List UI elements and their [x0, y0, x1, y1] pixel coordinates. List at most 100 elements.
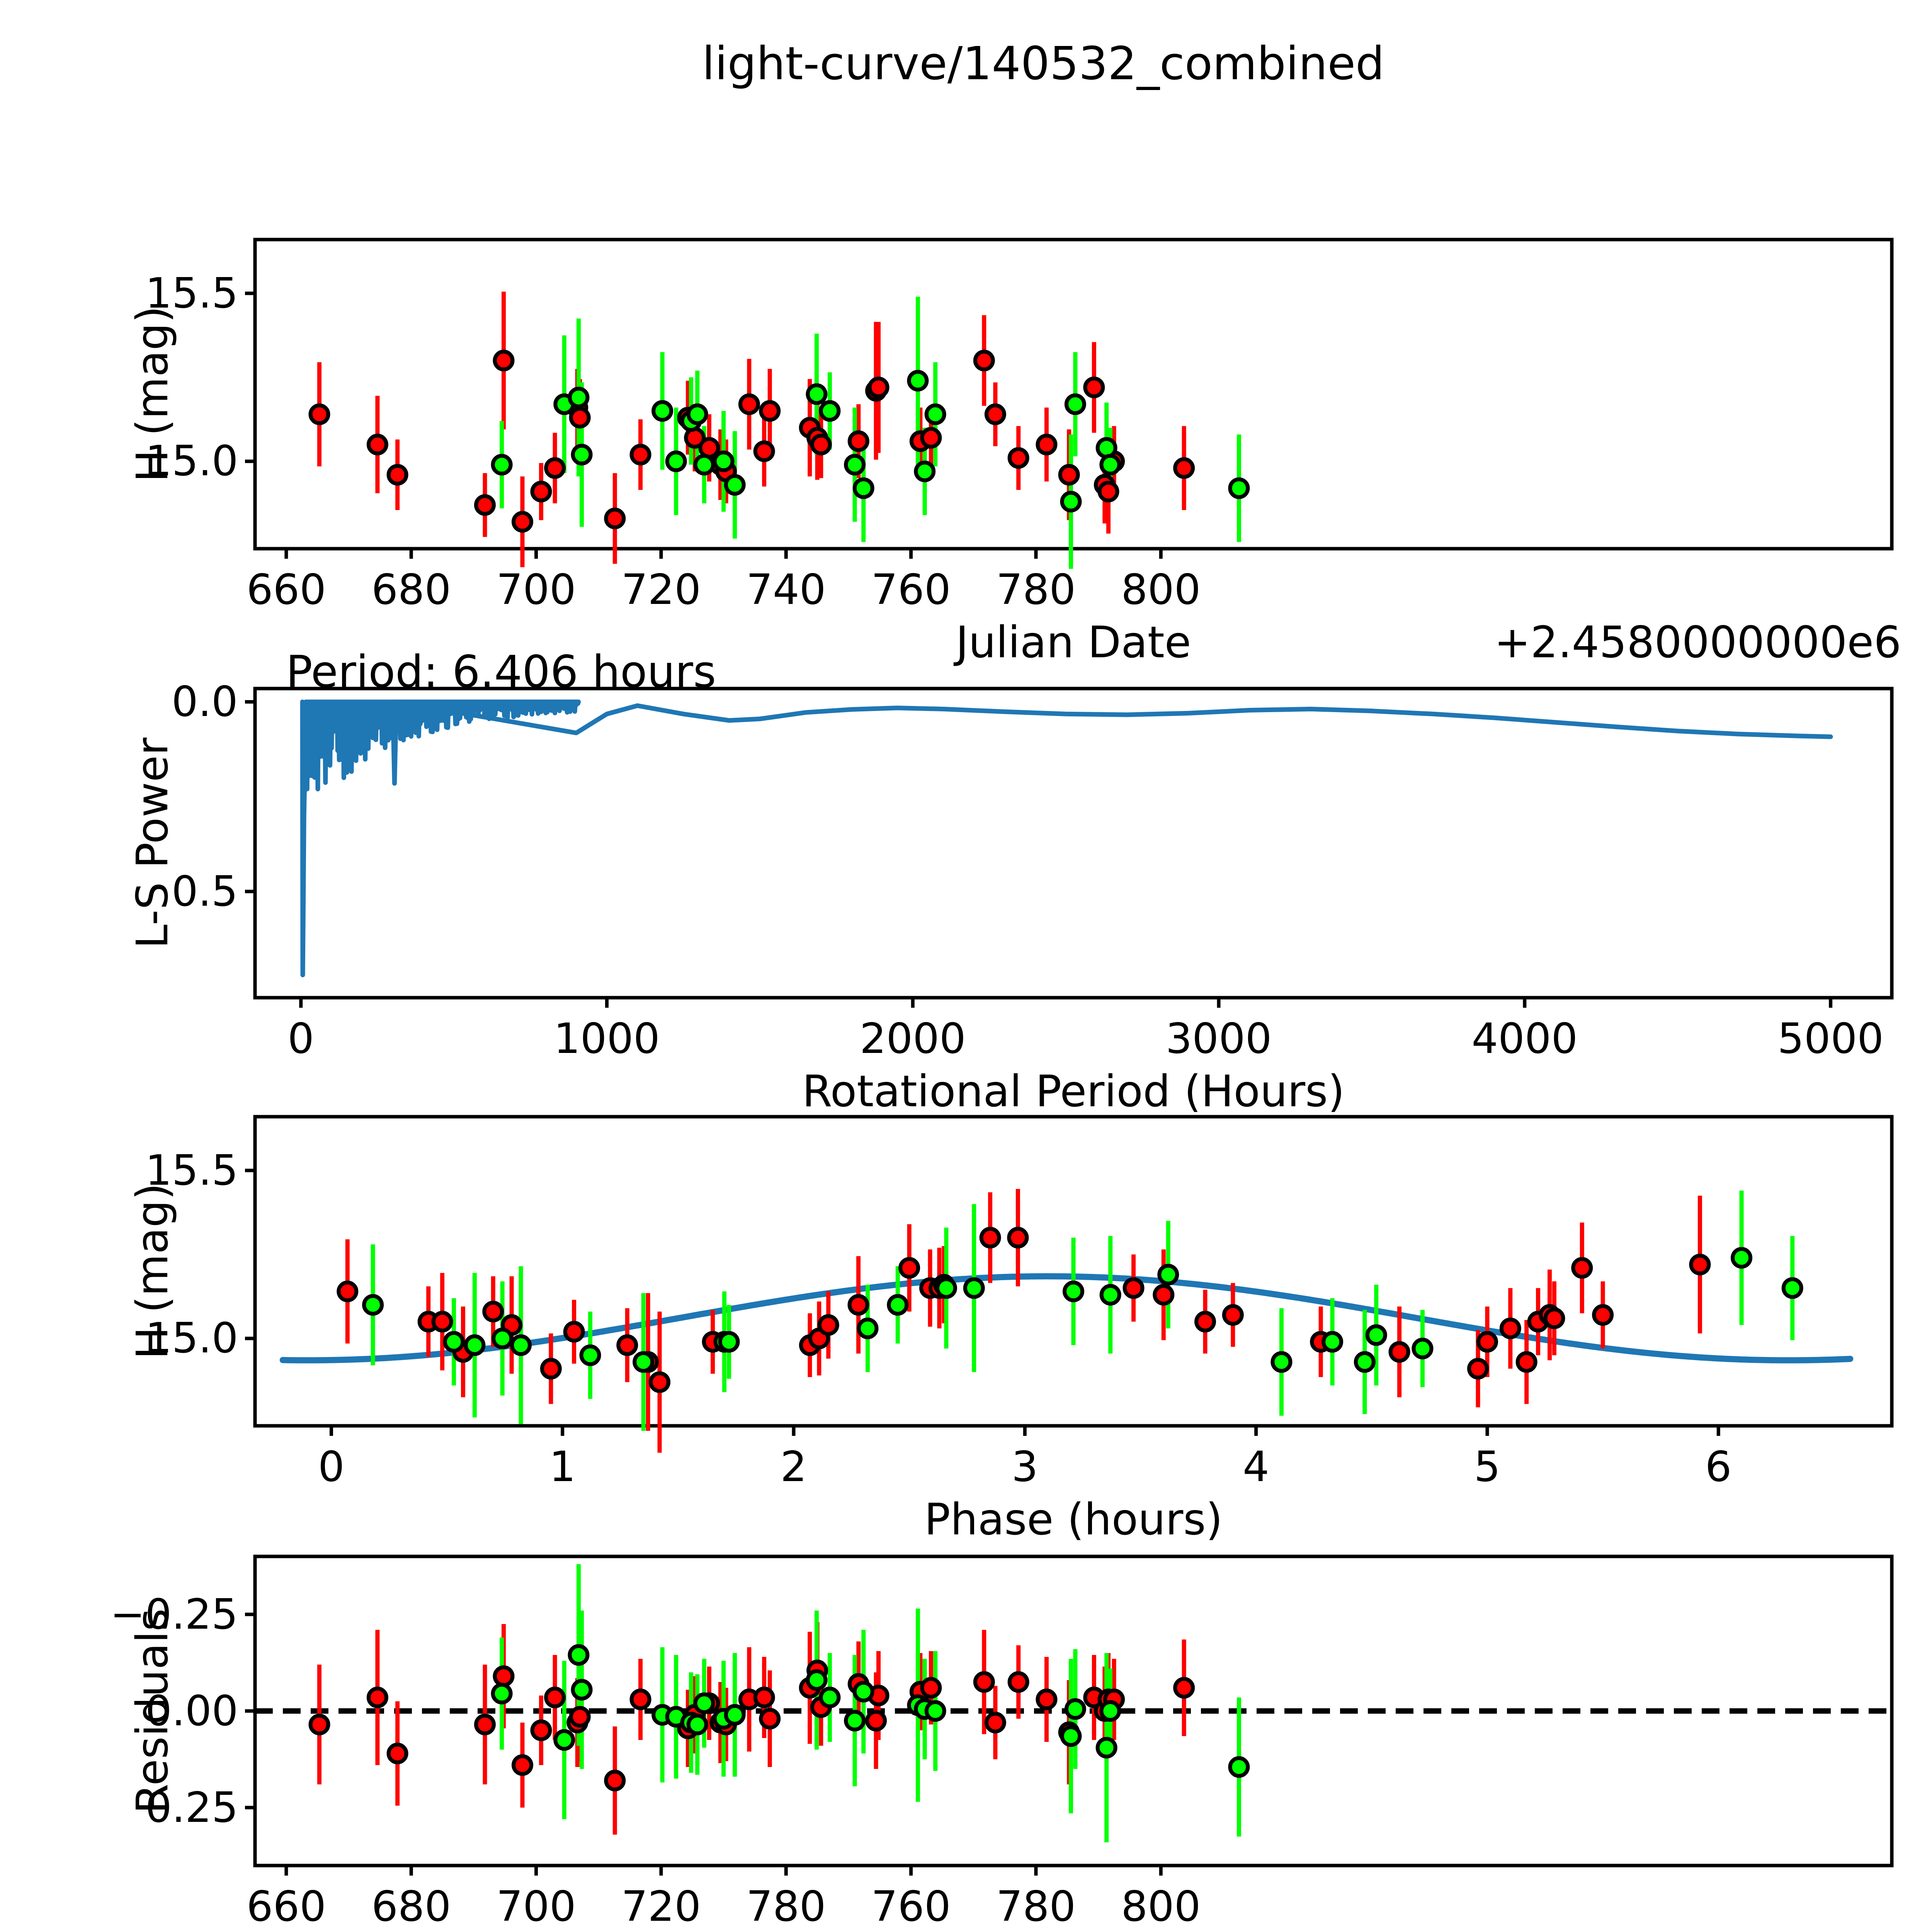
residuals-panel-datapoint-green [665, 1706, 687, 1728]
light-curve-panel-datapoint-red [909, 430, 931, 452]
phased-panel-datapoint-red [1543, 1307, 1565, 1329]
light-curve-panel-datapoint-red [867, 376, 889, 398]
phased-panel-datapoint-red [847, 1294, 869, 1316]
residuals-panel-datapoint-red [1036, 1689, 1058, 1710]
periodogram-panel-xticklabel: 4000 [1471, 1015, 1578, 1063]
residuals-panel-datapoint-red [1173, 1677, 1195, 1699]
phased-panel-datapoint-red [1499, 1317, 1521, 1339]
periodogram-panel-xticklabel: 1000 [554, 1015, 660, 1063]
light-curve-panel-datapoint-red [386, 464, 408, 486]
residuals-panel-datapoint-green [724, 1704, 746, 1726]
phased-panel-xticklabel: 0 [318, 1443, 345, 1491]
phased-panel-datapoint-red [637, 1351, 659, 1373]
light-curve-panel-datapoint-green [680, 410, 702, 432]
light-curve-panel-datapoint-red [753, 440, 775, 462]
light-curve-panel-datapoint-red [1036, 434, 1058, 456]
light-curve-panel-xticklabel: 760 [871, 566, 951, 614]
periodogram-panel-xticklabel: 2000 [859, 1015, 966, 1063]
light-curve-panel-datapoint-red [1007, 447, 1029, 469]
residuals-panel-datapoint-red [920, 1677, 942, 1699]
residuals-panel-datapoint-green [651, 1704, 673, 1726]
residuals-panel-datapoint-red [759, 1708, 781, 1730]
phased-panel-datapoint-red [1539, 1304, 1561, 1326]
light-curve-panel-xticklabel: 700 [496, 566, 576, 614]
periodogram-panel-xticklabel: 3000 [1165, 1015, 1272, 1063]
light-curve-panel-yticklabel: 15.0 [145, 437, 238, 486]
residuals-panel-datapoint-red [973, 1671, 995, 1693]
light-curve-panel-xticklabel: 680 [371, 566, 451, 614]
residuals-panel-datapoint-green [806, 1669, 828, 1691]
residuals-panel-datapoint-green [924, 1700, 946, 1722]
phased-panel-xticklabel: 6 [1705, 1443, 1732, 1491]
light-curve-panel-datapoint-red [1094, 474, 1116, 496]
phased-panel-datapoint-red [1310, 1331, 1332, 1353]
light-curve-panel-datapoint-red [569, 406, 591, 429]
light-curve-panel-datapoint-green [724, 474, 746, 496]
light-curve-panel-xticklabel: 740 [746, 566, 826, 614]
light-curve-panel-datapoint-green [1095, 437, 1117, 459]
light-curve-panel-datapoint-red [1103, 450, 1125, 472]
light-curve-panel-datapoint-red [1173, 457, 1195, 479]
light-curve-panel-xaxis-label: Julian Date [956, 617, 1191, 668]
light-curve-panel-datapoint-green [571, 444, 593, 466]
phased-panel-datapoint-green [1157, 1264, 1179, 1286]
phased-panel-datapoint-green [362, 1294, 384, 1316]
light-curve-panel-datapoint-green [651, 400, 673, 422]
light-curve-panel-xticklabel: 780 [996, 566, 1076, 614]
phased-panel-yticklabel: 15.0 [145, 1314, 238, 1363]
phased-panel-xaxis-label: Phase (hours) [924, 1495, 1223, 1545]
residuals-panel-datapoint-red [1083, 1687, 1105, 1708]
residuals-panel-datapoint-red [1058, 1721, 1080, 1743]
periodogram-panel-yaxis-label: L-S Power [128, 737, 178, 949]
residuals-panel-datapoint-green [1228, 1756, 1250, 1778]
periodogram-trace [300, 699, 1833, 978]
phased-panel-datapoint-green [1063, 1281, 1084, 1303]
residuals-panel-yaxis-label: Residuals [128, 1608, 178, 1814]
light-curve-panel-datapoint-red [530, 481, 552, 503]
phased-panel-datapoint-red [431, 1311, 453, 1333]
residuals-panel-datapoint-red [847, 1673, 869, 1695]
residuals-panel-datapoint-red [386, 1743, 408, 1764]
light-curve-panel-datapoint-green [844, 454, 866, 476]
residuals-panel-datapoint-red [738, 1689, 760, 1710]
residuals-panel-datapoint-green [1095, 1737, 1117, 1759]
light-curve-panel-datapoint-red [865, 380, 887, 402]
phased-panel-datapoint-red [817, 1314, 839, 1336]
residuals-panel-datapoint-red [867, 1685, 889, 1706]
light-curve-panel-datapoint-green [568, 386, 590, 408]
residuals-panel-datapoint-red [629, 1689, 651, 1710]
phased-panel-datapoint-red [1467, 1358, 1489, 1380]
residuals-panel-xticklabel: 680 [371, 1883, 451, 1931]
light-curve-panel-datapoint-green [924, 403, 946, 425]
light-curve-panel-datapoint-green [806, 383, 828, 405]
phased-panel-datapoint-red [702, 1331, 724, 1353]
light-curve-panel-datapoint-green [713, 450, 735, 472]
phased-panel-xticklabel: 1 [549, 1443, 576, 1491]
residuals-panel-datapoint-red [493, 1665, 515, 1687]
phased-panel-datapoint-red [1222, 1304, 1244, 1326]
light-curve-panel-datapoint-red [738, 393, 760, 415]
residuals-panel-datapoint-green [907, 1694, 929, 1716]
light-curve-panel-datapoint-red [1097, 481, 1119, 503]
residuals-panel-datapoint-green [680, 1712, 702, 1733]
residuals-panel-datapoint-green [819, 1687, 841, 1708]
light-curve-panel-datapoint-red [677, 406, 699, 429]
periodogram-panel-yticklabel: 0.0 [172, 677, 238, 726]
residuals-panel-datapoint-green [686, 1714, 708, 1735]
light-curve-panel-datapoint-red [799, 417, 821, 439]
residuals-panel-datapoint-green [713, 1708, 735, 1730]
phased-panel-datapoint-green [1099, 1284, 1121, 1306]
residuals-panel-datapoint-red [604, 1770, 626, 1791]
light-curve-panel-datapoint-red [493, 350, 515, 372]
phased-panel-datapoint-red [933, 1274, 955, 1296]
phased-panel-datapoint-red [1515, 1351, 1537, 1373]
residuals-panel-datapoint-red [474, 1714, 496, 1735]
phased-panel-datapoint-green [492, 1327, 514, 1349]
phased-panel-datapoint-red [417, 1311, 439, 1333]
residuals-panel-datapoint-red [715, 1714, 737, 1735]
phased-panel-datapoint-green [579, 1344, 601, 1366]
residuals-panel-xticklabel: 760 [871, 1883, 951, 1931]
phased-panel-datapoint-red [616, 1334, 638, 1356]
residuals-panel-datapoint-red [684, 1704, 706, 1726]
